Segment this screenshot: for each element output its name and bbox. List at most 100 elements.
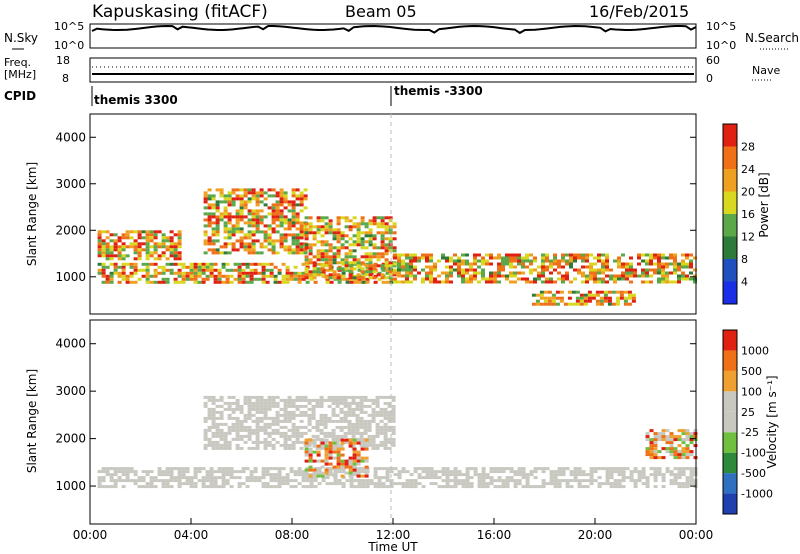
heatmap-cell xyxy=(255,443,260,447)
heatmap-cell xyxy=(227,197,232,201)
heatmap-cell xyxy=(271,431,276,435)
heatmap-cell xyxy=(363,425,368,429)
heatmap-cell xyxy=(336,438,341,442)
heatmap-cell xyxy=(621,277,625,281)
heatmap-cell xyxy=(101,230,106,234)
heatmap-cell xyxy=(279,191,284,195)
heatmap-cell xyxy=(328,264,333,268)
heatmap-cell xyxy=(117,479,122,483)
heatmap-cell xyxy=(145,482,150,486)
heatmap-cell xyxy=(283,407,288,411)
heatmap-cell xyxy=(397,274,401,278)
heatmap-cell xyxy=(397,482,402,486)
heatmap-cell xyxy=(312,267,317,271)
heatmap-cell xyxy=(235,239,240,243)
heatmap-cell xyxy=(249,476,254,480)
heatmap-cell xyxy=(401,262,405,266)
heatmap-cell xyxy=(649,456,654,460)
heatmap-cell xyxy=(255,212,260,216)
heatmap-cell xyxy=(259,209,264,213)
heatmap-cell xyxy=(360,444,365,448)
heatmap-cell xyxy=(433,470,438,474)
heatmap-cell xyxy=(629,473,634,477)
heatmap-cell xyxy=(255,440,260,444)
heatmap-cell xyxy=(629,476,634,480)
heatmap-cell xyxy=(356,222,361,226)
heatmap-cell xyxy=(165,236,170,240)
heatmap-cell xyxy=(409,256,413,260)
heatmap-cell xyxy=(669,280,673,284)
heatmap-cell xyxy=(251,413,256,417)
heatmap-cell xyxy=(336,462,341,466)
heatmap-cell xyxy=(531,302,536,306)
heatmap-cell xyxy=(249,280,254,284)
heatmap-cell xyxy=(219,431,224,435)
heatmap-cell xyxy=(665,265,669,269)
heatmap-cell xyxy=(356,462,361,466)
heatmap-cell xyxy=(665,450,670,454)
heatmap-cell xyxy=(249,274,254,278)
heatmap-cell xyxy=(481,256,485,260)
heatmap-cell xyxy=(145,242,150,246)
heatmap-cell xyxy=(365,280,370,284)
heatmap-cell xyxy=(621,479,626,483)
heatmap-cell xyxy=(593,470,598,474)
y-tick-label: 4000 xyxy=(55,337,86,351)
heatmap-cell xyxy=(169,248,174,252)
heatmap-cell xyxy=(473,467,478,471)
heatmap-cell xyxy=(587,299,592,303)
heatmap-cell xyxy=(125,245,130,249)
heatmap-cell xyxy=(352,240,357,244)
heatmap-cell xyxy=(231,248,236,252)
heatmap-cell xyxy=(328,246,333,250)
colorbar-swatch xyxy=(723,411,737,433)
heatmap-cell xyxy=(149,236,154,240)
heatmap-cell xyxy=(653,467,658,471)
heatmap-cell xyxy=(113,242,118,246)
heatmap-cell xyxy=(387,416,392,420)
heatmap-cell xyxy=(605,482,610,486)
heatmap-cell xyxy=(237,268,242,272)
heatmap-cell xyxy=(367,413,372,417)
heatmap-cell xyxy=(320,264,325,268)
heatmap-cell xyxy=(465,473,470,477)
heatmap-cell xyxy=(343,425,348,429)
heatmap-cell xyxy=(328,468,333,472)
heatmap-cell xyxy=(677,429,682,433)
heatmap-cell xyxy=(235,446,240,450)
heatmap-cell xyxy=(641,253,645,257)
heatmap-cell xyxy=(263,239,268,243)
heatmap-cell xyxy=(227,227,232,231)
heatmap-cell xyxy=(177,236,182,240)
heatmap-cell xyxy=(227,407,232,411)
heatmap-cell xyxy=(247,191,252,195)
heatmap-cell xyxy=(437,259,441,263)
heatmap-cell xyxy=(219,428,224,432)
heatmap-cell xyxy=(367,425,372,429)
heatmap-cell xyxy=(557,259,561,263)
colorbar-swatch xyxy=(723,236,737,259)
heatmap-cell xyxy=(235,431,240,435)
heatmap-cell xyxy=(225,473,230,477)
heatmap-cell xyxy=(693,268,697,272)
heatmap-cell xyxy=(331,434,336,438)
heatmap-cell xyxy=(437,470,442,474)
heatmap-cell xyxy=(328,222,333,226)
heatmap-cell xyxy=(231,245,236,249)
heatmap-cell xyxy=(271,239,276,243)
heatmap-cell xyxy=(161,280,166,284)
heatmap-cell xyxy=(283,419,288,423)
heatmap-cell xyxy=(255,194,260,198)
heatmap-cell xyxy=(315,398,320,402)
heatmap-cell xyxy=(351,401,356,405)
heatmap-cell xyxy=(409,271,413,275)
heatmap-cell xyxy=(207,440,212,444)
heatmap-cell xyxy=(316,468,321,472)
heatmap-cell xyxy=(357,268,362,272)
heatmap-cell xyxy=(401,253,405,257)
heatmap-cell xyxy=(581,271,585,275)
heatmap-cell xyxy=(607,296,612,300)
heatmap-cell xyxy=(121,473,126,477)
heatmap-cell xyxy=(283,197,288,201)
